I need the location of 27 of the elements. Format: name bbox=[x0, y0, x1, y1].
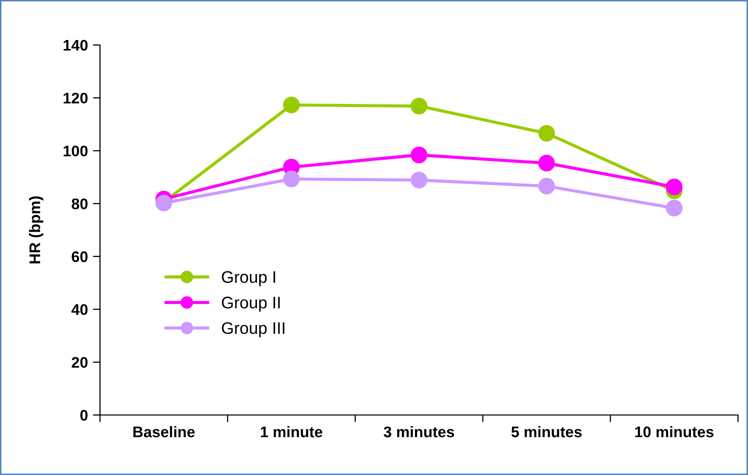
x-tick-label: Baseline bbox=[133, 426, 195, 438]
y-tick-label: 80 bbox=[72, 198, 88, 210]
y-tick-label: 120 bbox=[64, 92, 88, 104]
point bbox=[410, 172, 428, 188]
x-tick-label: 10 minutes bbox=[635, 426, 714, 438]
y-tick-label: 100 bbox=[64, 146, 88, 156]
point bbox=[666, 178, 683, 196]
point bbox=[283, 96, 300, 114]
legend-label: Group II bbox=[222, 296, 280, 312]
point bbox=[410, 98, 428, 114]
point bbox=[283, 170, 300, 188]
y-tick-label: 0 bbox=[80, 410, 88, 421]
point bbox=[666, 200, 683, 216]
y-tick-label: 60 bbox=[72, 251, 88, 262]
point bbox=[538, 124, 555, 142]
y-tick-label: 40 bbox=[71, 304, 88, 315]
x-tick-label: 3 minutes bbox=[384, 426, 454, 438]
point bbox=[538, 154, 555, 172]
legend-label: Group III bbox=[222, 322, 284, 338]
point bbox=[538, 178, 555, 194]
y-axis-title: HR (bpm) bbox=[29, 196, 44, 264]
y-tick-label: 20 bbox=[72, 357, 88, 368]
x-tick-label: 1 minute bbox=[260, 426, 322, 438]
legend-label: Group I bbox=[222, 271, 276, 286]
y-tick-label: 140 bbox=[64, 40, 88, 51]
x-tick-label: 5 minutes bbox=[511, 426, 582, 438]
point bbox=[410, 146, 428, 164]
